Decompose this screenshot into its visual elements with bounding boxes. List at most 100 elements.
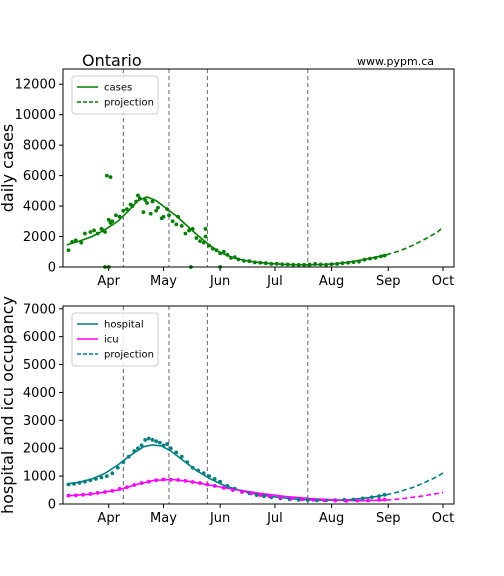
occupancy-hospital-reported-point (88, 478, 93, 483)
cases-x-tick-label: Jul (266, 274, 283, 289)
occupancy-icu-reported-point (322, 498, 327, 503)
cases-reported-point (104, 173, 109, 178)
cases-reported-point (88, 230, 93, 234)
occupancy-icu-reported-point (249, 491, 254, 496)
occupancy-icu-reported-point (110, 488, 115, 493)
cases-reported-point (313, 262, 318, 266)
occupancy-hospital-reported-point (262, 494, 266, 499)
occupancy-x-tick-label: Aug (319, 511, 344, 526)
cases-reported-point (324, 262, 329, 267)
cases-reported-point (66, 248, 71, 253)
occupancy-hospital-projection-line (386, 472, 444, 496)
occupancy-icu-reported-point (81, 492, 85, 497)
occupancy-hospital-reported-point (146, 436, 151, 441)
occupancy-hospital-reported-point (305, 498, 310, 502)
occupancy-x-tick-label: Sep (376, 511, 401, 526)
cases-reported-point (232, 255, 237, 259)
cases-x-tick-label: Aug (319, 274, 344, 289)
cases-reported-point (302, 262, 307, 267)
cases-reported-point (108, 175, 113, 180)
cases-reported-point (335, 262, 339, 266)
cases-reported-point (170, 219, 175, 224)
cases-reported-point (203, 227, 208, 231)
occupancy-hospital-reported-point (185, 460, 190, 465)
occupancy-hospital-reported-point (218, 479, 223, 484)
occupancy-series (66, 436, 444, 503)
cases-reported-point (252, 260, 257, 265)
cases-reported-point (143, 198, 148, 202)
cases-reported-point (167, 213, 171, 218)
occupancy-icu-reported-point (258, 493, 263, 497)
cases-x-tick-label: Sep (376, 274, 401, 289)
occupancy-icu-reported-point (366, 498, 371, 503)
occupancy-icu-reported-point (311, 497, 316, 502)
occupancy-hospital-reported-point (254, 493, 259, 497)
occupancy-icu-reported-point (117, 487, 122, 491)
occupancy-x-tick-label: Oct (432, 511, 454, 526)
cases-reported-point (117, 214, 122, 219)
occupancy-icu-reported-point (267, 494, 272, 499)
cases-event-lines (122, 69, 309, 267)
cases-reported-point (296, 262, 301, 267)
cases-reported-point (161, 214, 166, 219)
occupancy-y-tick-label: 5000 (23, 358, 56, 373)
occupancy-icu-reported-point (278, 495, 283, 500)
cases-x-tick-label: Jun (209, 274, 230, 289)
occupancy-hospital-reported-point (207, 474, 212, 479)
occupancy-icu-reported-point (333, 498, 338, 503)
cases-reported-point (95, 231, 100, 236)
cases-reported-point (190, 227, 195, 231)
cases-y-tick-label: 10000 (15, 108, 56, 123)
cases-reported-point (247, 259, 252, 264)
cases-reported-point (368, 256, 372, 261)
occupancy-hospital-reported-point (165, 442, 170, 446)
cases-reported-point (148, 211, 153, 216)
cases-reported-point (156, 205, 160, 210)
occupancy-hospital-reported-point (196, 468, 201, 473)
occupancy-icu-reported-point (168, 477, 173, 482)
occupancy-icu-reported-point (66, 493, 71, 498)
occupancy-y-tick-label: 2000 (23, 442, 56, 457)
cases-reported-point (357, 259, 361, 264)
cases-reported-point (351, 260, 356, 265)
occupancy-hospital-reported-point (161, 443, 166, 448)
cases-reported-point (269, 262, 274, 266)
cases-reported-point (210, 246, 215, 251)
cases-y-tick-label: 8000 (23, 139, 56, 154)
cases-y-tick-label: 0 (48, 261, 56, 276)
cases-reported-point (274, 261, 279, 266)
occupancy-hospital-reported-point (72, 482, 76, 486)
occupancy-hospital-reported-point (377, 494, 381, 499)
cases-reported-point (236, 257, 241, 262)
cases-legend-box (71, 75, 159, 115)
occupancy-y-tick-label: 0 (48, 498, 56, 513)
cases-y-tick-label: 4000 (23, 200, 56, 215)
cases-reported-point (329, 262, 334, 267)
cases-reported-point (130, 204, 135, 208)
cases-y-tick-label: 6000 (23, 169, 56, 184)
cases-reported-point (137, 196, 142, 201)
occupancy-icu-reported-point (139, 481, 144, 485)
occupancy-hospital-reported-point (157, 440, 162, 445)
occupancy-hospital-reported-point (296, 497, 301, 502)
cases-reported-point (194, 236, 199, 240)
cases-reported-point (201, 240, 206, 245)
occupancy-y-tick-label: 7000 (23, 302, 56, 317)
cases-reported-point (134, 199, 138, 204)
cases-reported-point (154, 208, 159, 213)
occupancy-hospital-reported-point (121, 460, 126, 465)
cases-reported-point (373, 255, 378, 260)
occupancy-icu-reported-point (190, 480, 195, 484)
occupancy-icu-reported-point (146, 479, 151, 484)
site-label: www.pypm.ca (357, 55, 434, 68)
occupancy-x-tick-label: Jun (209, 511, 230, 526)
occupancy-hospital-reported-point (174, 450, 179, 455)
occupancy-y-axis: 0 1000 2000 3000 4000 5000 6000 7000 (23, 302, 63, 513)
cases-y-tick-label: 12000 (15, 78, 56, 93)
cases-reported-point (291, 262, 296, 267)
occupancy-hospital-reported-point (77, 480, 82, 485)
occupancy-icu-reported-point (231, 488, 235, 492)
cases-reported-point (307, 262, 312, 267)
cases-legend-label: projection (104, 98, 154, 109)
occupancy-icu-reported-point (355, 498, 360, 503)
